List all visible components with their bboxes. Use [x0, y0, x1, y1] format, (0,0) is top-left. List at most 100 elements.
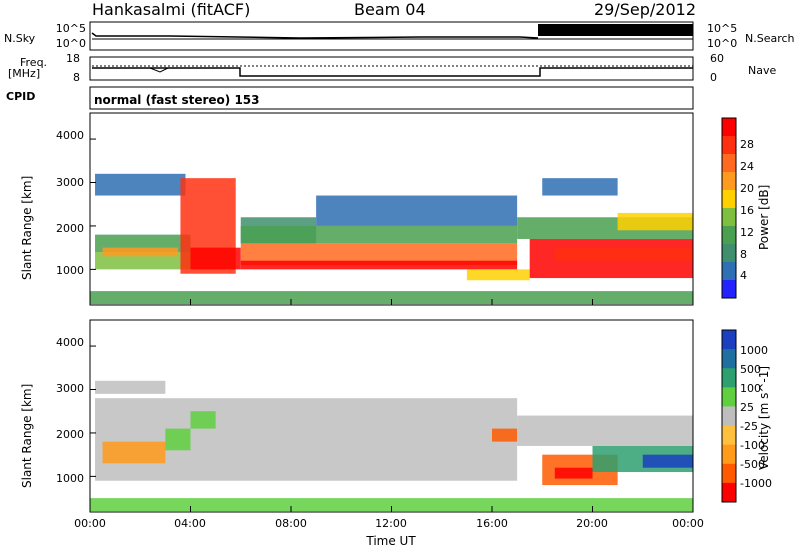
velocity-colorbar-band: [722, 349, 736, 369]
power-patch: [617, 212, 693, 231]
freq-tick-top: 18: [66, 52, 80, 65]
vel-cbar-tick-m100: -100: [740, 439, 765, 452]
vel-cbar-label: Velocity [m s^-1]: [757, 365, 771, 470]
power-cbar-tick-16: 16: [740, 204, 754, 217]
power-patch: [542, 178, 618, 196]
xlabel: Time UT: [366, 534, 416, 548]
velocity-colorbar-band: [722, 368, 736, 388]
velocity-patch: [642, 454, 693, 468]
velocity-colorbar-band: [722, 425, 736, 446]
vel-cbar-tick-25: 25: [740, 401, 754, 414]
velocity-colorbar-band: [722, 406, 736, 427]
nave-tick-bottom: 0: [710, 71, 717, 84]
noise-panel: [89, 21, 694, 51]
nave-tick-top: 60: [710, 52, 724, 65]
velocity-colorbar-band: [722, 482, 736, 503]
cpid-text: normal (fast stereo) 153: [94, 93, 260, 107]
cpid-panel: [89, 86, 694, 110]
cpid-label: CPID: [6, 90, 36, 103]
velocity-colorbar-band: [722, 387, 736, 407]
velocity-colorbar-band: [722, 463, 736, 484]
vel-cbar-tick-m25: -25: [740, 420, 758, 433]
station-title: Hankasalmi (fitACF): [92, 0, 251, 19]
power-patch: [466, 269, 530, 281]
power-patch: [554, 247, 693, 261]
nsky-tick-top: 10^5: [55, 22, 86, 35]
xtick-0: 00:00: [74, 517, 106, 530]
power-ylabel: Slant Range [km]: [20, 175, 34, 280]
power-colorbar-band: [722, 172, 736, 191]
vel-ytick-4000: 4000: [56, 336, 84, 349]
freq-panel: [89, 56, 694, 81]
power-ytick-4000: 4000: [56, 129, 84, 142]
xtick-2: 08:00: [275, 517, 307, 530]
power-colorbar-band: [722, 280, 736, 299]
vel-cbar-tick-1000: 1000: [740, 344, 768, 357]
beam-label: Beam 04: [354, 0, 426, 19]
freq-tick-bottom: 8: [73, 71, 80, 84]
velocity-colorbar-band: [722, 330, 736, 350]
velocity-data-field: [90, 380, 693, 512]
power-cbar-tick-4: 4: [740, 269, 747, 282]
vel-ytick-3000: 3000: [56, 382, 84, 395]
xtick-1: 04:00: [174, 517, 206, 530]
velocity-heatmap: [89, 319, 694, 513]
vel-ylabel: Slant Range [km]: [20, 383, 34, 488]
power-colorbar: [721, 117, 737, 299]
power-heatmap: [89, 112, 694, 306]
power-ytick-2000: 2000: [56, 222, 84, 235]
vel-cbar-tick-m500: -500: [740, 458, 765, 471]
velocity-patch: [95, 380, 166, 394]
nsky-label: N.Sky: [4, 32, 36, 45]
power-cbar-tick-28: 28: [740, 138, 754, 151]
vel-cbar-tick-100: 100: [740, 382, 761, 395]
power-patch: [240, 225, 518, 244]
power-colorbar-band: [722, 136, 736, 155]
velocity-patch: [102, 441, 166, 464]
power-colorbar-band: [722, 208, 736, 227]
power-cbar-label: Power [dB]: [757, 184, 771, 250]
power-patch: [240, 243, 518, 266]
power-patch: [190, 247, 241, 270]
velocity-patch: [190, 411, 216, 429]
axis-ticks: [89, 138, 694, 512]
power-colorbar-band: [722, 190, 736, 209]
xtick-5: 20:00: [576, 517, 608, 530]
power-patch: [316, 195, 518, 226]
nave-label: Nave: [748, 64, 777, 77]
power-patch: [240, 260, 518, 270]
vel-ytick-1000: 1000: [56, 472, 84, 485]
velocity-patch: [165, 428, 191, 451]
power-cbar-tick-24: 24: [740, 160, 754, 173]
nsearch-tick-bottom: 10^0: [707, 37, 738, 50]
freq-label: Freq.: [20, 56, 48, 69]
velocity-patch: [90, 498, 693, 512]
power-cbar-tick-20: 20: [740, 182, 754, 195]
velocity-patch: [95, 398, 518, 481]
power-cbar-tick-12: 12: [740, 226, 754, 239]
xtick-3: 12:00: [375, 517, 407, 530]
power-ytick-3000: 3000: [56, 176, 84, 189]
xtick-6: 00:00: [672, 517, 704, 530]
power-colorbar-band: [722, 262, 736, 281]
power-colorbar-band: [722, 154, 736, 173]
velocity-patch: [492, 428, 518, 442]
nsearch-label: N.Search: [745, 32, 795, 45]
vel-cbar-tick-m1000: -1000: [740, 477, 772, 490]
power-patch: [90, 291, 693, 305]
xtick-4: 16:00: [476, 517, 508, 530]
power-colorbar-frame: [721, 117, 737, 299]
mhz-label: [MHz]: [8, 67, 41, 80]
power-patch: [95, 173, 186, 196]
velocity-colorbar-band: [722, 444, 736, 465]
vel-ytick-2000: 2000: [56, 428, 84, 441]
velocity-patch: [554, 467, 593, 479]
date-label: 29/Sep/2012: [594, 0, 697, 19]
nsky-tick-bottom: 10^0: [55, 37, 86, 50]
power-colorbar-band: [722, 226, 736, 245]
velocity-colorbar-frame: [721, 329, 737, 503]
power-colorbar-band: [722, 244, 736, 263]
vel-cbar-tick-500: 500: [740, 363, 761, 376]
nsearch-tick-top: 10^5: [707, 22, 738, 35]
